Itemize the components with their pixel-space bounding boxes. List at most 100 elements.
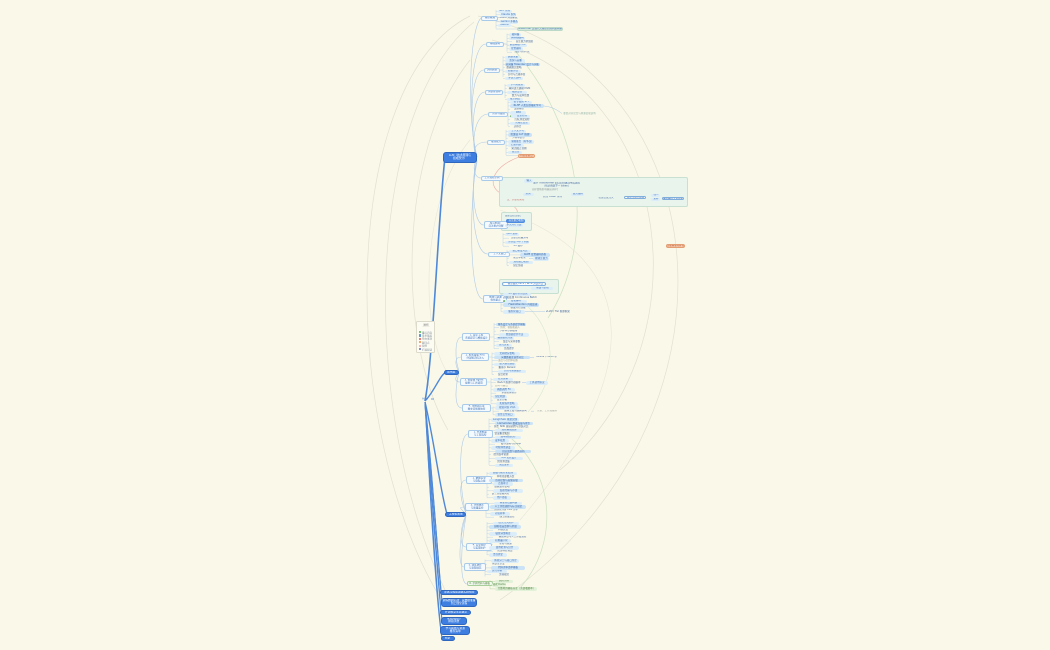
mindmap-node[interactable]: 连续批处理 Continuous Batching	[503, 296, 537, 299]
mindmap-node[interactable]: 掩码语言建模 MLM	[507, 87, 531, 90]
mindmap-node[interactable]: ReAct 推理行动循环	[496, 381, 522, 384]
mindmap-node[interactable]: 少样本示例编排	[496, 330, 520, 333]
mindmap-node[interactable]: 窗口长度对比	[509, 249, 531, 254]
mindmap-node[interactable]: 归一	[651, 193, 660, 197]
mindmap-node[interactable]: 知识截止日期	[508, 147, 530, 150]
mindmap-node[interactable]: 模型量化 INT8 / INT4 方案对比	[502, 281, 546, 286]
mindmap-node[interactable]: 稀疏注意力	[533, 257, 549, 261]
mindmap-node[interactable]: FlashAttention 内核加速	[503, 303, 539, 307]
mindmap-node[interactable]: 第三方依赖风险	[489, 493, 511, 496]
main-topic-finetune[interactable]: 训练微调实战：从数据准备 到上线全流程	[441, 598, 477, 607]
mindmap-node[interactable]: 位置编码	[509, 47, 523, 51]
mindmap-node[interactable]: 角色设定与系统提示模板	[496, 322, 526, 327]
mindmap-node[interactable]: 嵌入编码	[571, 192, 584, 197]
main-topic-appendix[interactable]: 附录	[441, 636, 455, 641]
mindmap-node[interactable]: 函数调用 FC	[493, 388, 515, 392]
mindmap-node[interactable]: 迭代优化	[496, 343, 512, 348]
mindmap-node[interactable]: Mistral	[498, 23, 511, 28]
mindmap-node[interactable]: DPO	[510, 111, 526, 115]
mindmap-node[interactable]: 调用示例	[495, 579, 513, 584]
main-topic-opensource[interactable]: 开源模型生态速览	[440, 609, 471, 615]
mindmap-node[interactable]: 任务分解	[493, 377, 513, 382]
mindmap-node[interactable]: 基于 Transformer 的自回归逐词生成流程 （每步预测下一 token）	[532, 182, 582, 187]
mindmap-node[interactable]: 许可与合规审查	[505, 73, 527, 76]
mindmap-node[interactable]: 安全对齐	[510, 114, 530, 119]
main-topic-applications[interactable]: 应用篇	[444, 369, 459, 375]
mindmap-node[interactable]: 输入	[524, 179, 533, 183]
mindmap-node[interactable]: 代码评审清单模板	[491, 566, 525, 570]
mindmap-node[interactable]: 长文本检索	[509, 257, 529, 260]
mindmap-node[interactable]: 应急响应预案	[493, 550, 517, 553]
mindmap-node[interactable]: 速率限制应对	[495, 435, 521, 440]
main-topic-principles[interactable]: LLM（技术原理与 组成部分）	[443, 151, 477, 163]
mindmap-node[interactable]: 输出最终文本结果	[662, 196, 684, 201]
mindmap-node[interactable]: 参见对齐论文与开源实现说明	[562, 112, 596, 115]
mindmap-node[interactable]: 文档规范	[491, 573, 517, 576]
branch-frameworks[interactable]: 1. 开发框架 与工程选型	[468, 430, 493, 438]
mindmap-node[interactable]: 回归测试集	[491, 460, 515, 463]
mindmap-node[interactable]: 滥用检测与封禁	[489, 546, 519, 550]
mindmap-node[interactable]: 自洽性	[508, 150, 522, 155]
mindmap-node[interactable]: 思维链提示写法	[499, 333, 529, 337]
mindmap-node[interactable]: 示意：工作流编排	[534, 410, 560, 413]
floating-orange-a[interactable]: 待验证要点	[518, 153, 535, 158]
mindmap-node[interactable]: 视觉问答 VQA	[495, 406, 519, 410]
mindmap-node[interactable]: 人工评估流程与标注规范	[490, 505, 526, 509]
branch-multimodal[interactable]: 4. 多模态应用 图文音视频协同	[462, 404, 491, 412]
mindmap-node[interactable]: 加密传输与存储	[493, 489, 523, 493]
mindmap-node[interactable]: 自动化评分 LLM 评审	[494, 509, 518, 512]
branch-context[interactable]: 上下文窗口	[488, 252, 510, 257]
mindmap-node[interactable]: 完整项目模板仓库（含部署脚本）	[495, 587, 537, 591]
mindmap-node[interactable]: Gemini 多模态	[500, 20, 518, 24]
mindmap-node[interactable]: 图像生成与理解协同	[499, 410, 531, 413]
mindmap-node[interactable]: 注意力权重分布	[509, 237, 529, 240]
mindmap-node[interactable]: 少样本提示	[508, 137, 528, 140]
mindmap-node[interactable]: 文档切分策略	[494, 352, 520, 356]
mindmap-node[interactable]: 用户授权	[493, 496, 511, 500]
mindmap-node[interactable]: 前馈网络 FFN	[509, 43, 527, 48]
mindmap-node[interactable]: 输出格式约束	[496, 336, 514, 341]
mindmap-node[interactable]: 涌现能力（有争议）	[508, 140, 534, 144]
mindmap-node[interactable]: 记忆机制	[493, 395, 507, 399]
mindmap-node[interactable]: 错误重试机制	[491, 432, 513, 435]
mindmap-node[interactable]: RoPE 位置编码外推	[520, 253, 550, 257]
mindmap-node[interactable]: 记忆压缩	[509, 264, 527, 267]
branch-agent[interactable]: 3. 智能体 Agent 规划与工具调用	[460, 378, 487, 386]
mindmap-node[interactable]: 分词	[523, 192, 534, 197]
mindmap-node[interactable]: 日志追踪与链路分析	[495, 449, 531, 454]
main-topic-deploy[interactable]: 部署与推理加速实践指南	[440, 589, 478, 595]
mindmap-node[interactable]: GPT 系列	[498, 9, 512, 14]
mindmap-node[interactable]: 输出审查与人工复核流程	[493, 536, 531, 539]
mindmap-node[interactable]: 灰度发布	[495, 463, 513, 468]
mindmap-node[interactable]: 本地化部署方案	[493, 475, 517, 478]
mindmap-node[interactable]: LlamaIndex 数据连接与索引	[495, 421, 533, 426]
mindmap-node[interactable]: 语音交互接口	[495, 413, 515, 417]
branch-prompting[interactable]: 1. 提示工程 系统提示与模板设计	[462, 333, 490, 341]
mindmap-node[interactable]: 负面提示	[499, 347, 519, 350]
mindmap-node[interactable]: 引用与溯源展示	[498, 369, 526, 374]
mindmap-node[interactable]: 混合检索	[494, 373, 512, 376]
branch-alignment[interactable]: 对齐与微调	[488, 112, 508, 117]
mindmap-node[interactable]: 服务化接口	[503, 310, 525, 314]
mindmap-node[interactable]: 幻觉问题	[508, 143, 524, 148]
mindmap-node[interactable]: 缩放点积注意力	[505, 215, 521, 218]
branch-evaluation[interactable]: 3. 评估体系 与质量监控	[465, 503, 489, 511]
mindmap-node[interactable]: 提示版本管理	[491, 453, 511, 456]
mindmap-node[interactable]: 责任界定	[489, 553, 507, 557]
mindmap-node[interactable]: 自注意力机制	[506, 218, 525, 223]
mindmap-node[interactable]: 访问控制与权限分级	[489, 478, 523, 483]
branch-overview[interactable]: 模型概述	[481, 16, 498, 21]
mindmap-node[interactable]: LLaMA 开源家族	[498, 17, 518, 20]
mindmap-node[interactable]: vLLM / TGI 推理框架	[545, 310, 571, 313]
mindmap-node[interactable]: 采样	[651, 197, 660, 201]
mindmap-node[interactable]: 工具调用协议	[526, 381, 548, 385]
mindmap-node[interactable]: 数据留存策略	[489, 486, 515, 489]
mindmap-node[interactable]: 数据采集	[505, 55, 520, 60]
floating-orange-b[interactable]: 性能基准待补充	[666, 244, 685, 248]
mindmap-node[interactable]: 多语言语料	[505, 76, 523, 81]
mindmap-node[interactable]: 脱敏与匿名化处理	[489, 471, 517, 476]
mindmap-node[interactable]: 嵌入模型选择	[494, 362, 516, 367]
mindmap-node[interactable]: LangChain 框架实践	[491, 418, 519, 422]
mindmap-node[interactable]: 敏感词策略库	[489, 532, 517, 536]
branch-workflow[interactable]: 工作流程示例	[481, 176, 503, 181]
